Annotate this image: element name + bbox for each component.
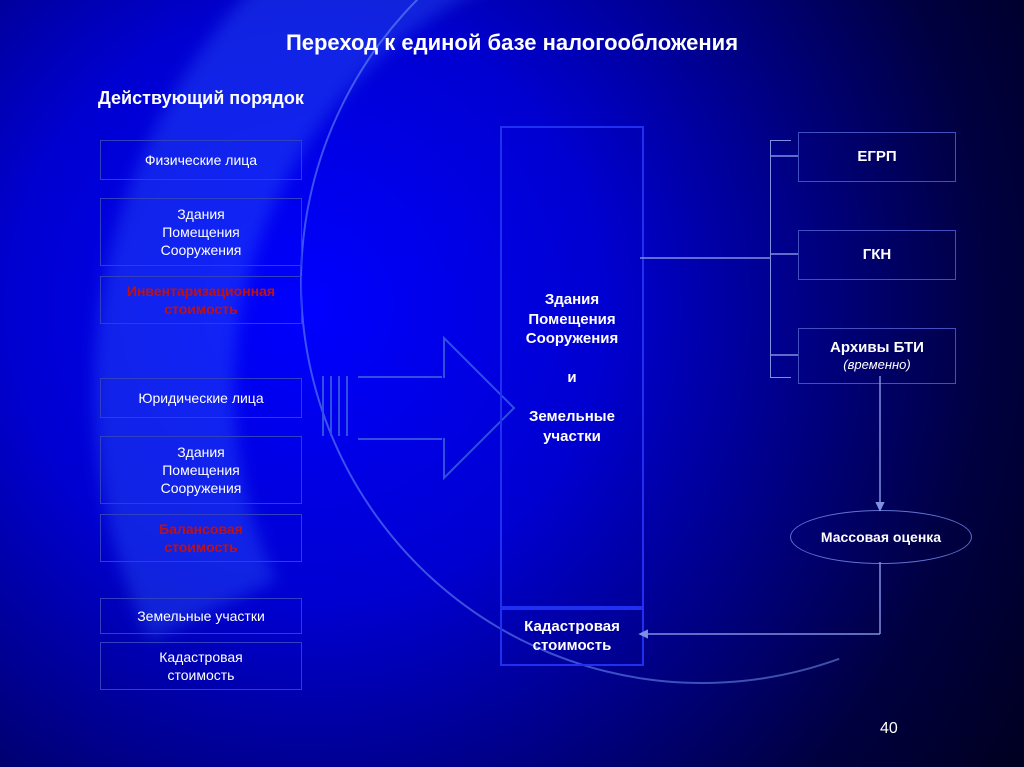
connector-lines: [0, 0, 1024, 767]
page-number: 40: [880, 720, 898, 738]
slide-stage: Переход к единой базе налогообложения Де…: [0, 0, 1024, 767]
